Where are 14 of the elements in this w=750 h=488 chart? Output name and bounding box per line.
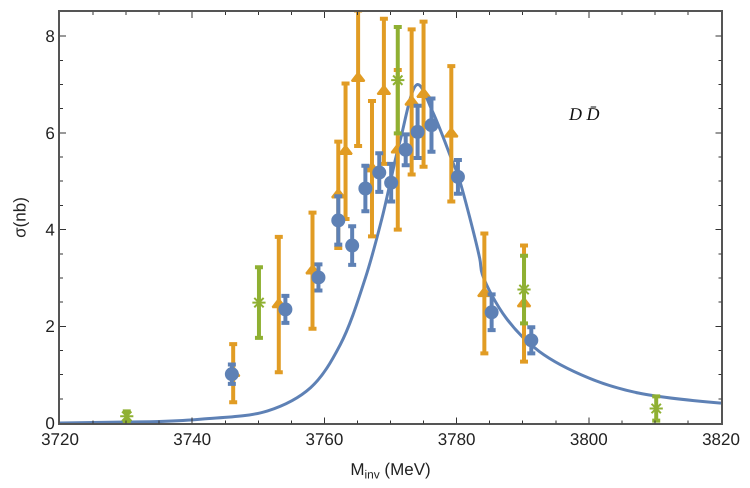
y-tick-label: 8 [45, 27, 55, 46]
y-tick-label: 4 [45, 220, 55, 240]
x-tick-label: 3740 [173, 430, 212, 450]
y-axis-title: σ(nb) [10, 197, 30, 238]
x-tick-label: 3780 [438, 430, 476, 450]
x-axis-title: M$_{inv}$ (MeV) [350, 460, 431, 482]
y-tick-label: 0 [45, 414, 55, 433]
x-tick-label: 3820 [702, 430, 740, 450]
x-tick-label: 3760 [305, 430, 344, 450]
y-tick-label: 2 [45, 317, 55, 336]
x-tick-label: 3800 [570, 430, 608, 450]
annotation: D D̄ [568, 104, 600, 124]
x-tick-label: 3720 [41, 430, 79, 450]
y-tick-label: 6 [45, 124, 55, 143]
